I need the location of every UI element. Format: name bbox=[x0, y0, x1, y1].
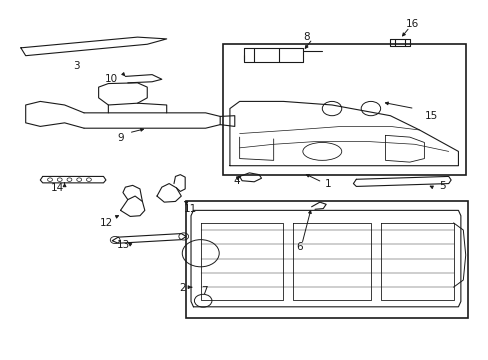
Text: 15: 15 bbox=[424, 111, 437, 121]
Text: 13: 13 bbox=[117, 240, 130, 250]
Text: 10: 10 bbox=[105, 74, 118, 84]
Text: 5: 5 bbox=[438, 181, 445, 191]
Text: 2: 2 bbox=[179, 283, 186, 293]
Text: 9: 9 bbox=[117, 133, 123, 143]
Text: 4: 4 bbox=[233, 176, 239, 186]
Bar bbox=[186, 202, 467, 318]
Text: 11: 11 bbox=[183, 203, 197, 213]
Text: 1: 1 bbox=[324, 179, 331, 189]
Text: 16: 16 bbox=[405, 18, 418, 28]
Text: 12: 12 bbox=[100, 218, 113, 228]
Text: 8: 8 bbox=[302, 32, 309, 42]
Text: 6: 6 bbox=[296, 242, 302, 252]
Text: 14: 14 bbox=[51, 183, 64, 193]
Text: 7: 7 bbox=[201, 287, 207, 296]
Text: 3: 3 bbox=[73, 61, 80, 71]
Bar bbox=[222, 44, 465, 175]
